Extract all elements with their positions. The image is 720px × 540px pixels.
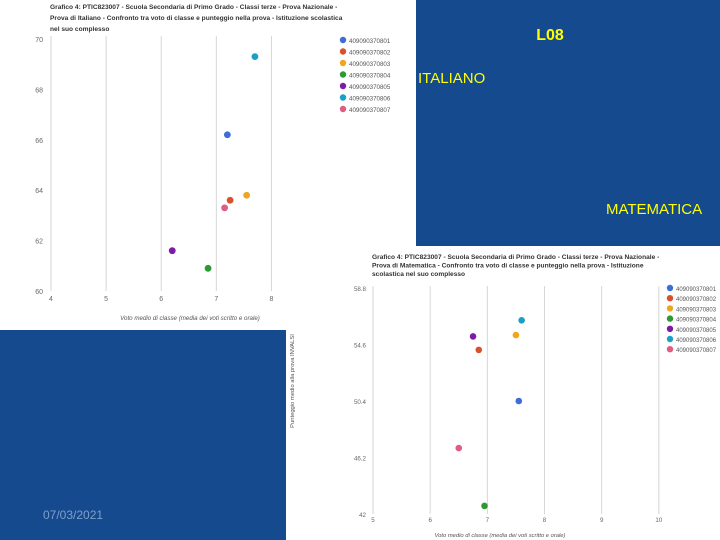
ita-legend-swatch	[339, 71, 347, 78]
ita-point-409090370803	[243, 191, 251, 199]
ita-point-409090370806	[251, 53, 259, 61]
ita-y-tick-label: 68	[35, 87, 43, 94]
ita-legend-label: 409090370801	[349, 38, 391, 45]
mat-legend-swatch	[666, 325, 674, 332]
ita-y-tick-label: 70	[35, 37, 43, 44]
ita-x-tick-label: 4	[49, 296, 53, 303]
mat-x-tick-label: 10	[655, 517, 662, 524]
ita-point-409090370801	[223, 131, 231, 139]
mat-x-tick-label: 5	[371, 517, 375, 524]
ita-legend-label: 409090370807	[349, 107, 391, 114]
ita-legend-label: 409090370803	[349, 61, 391, 68]
ita-title-line: Prova di Italiano - Confronto tra voto d…	[50, 15, 343, 22]
label-italiano: ITALIANO	[418, 70, 486, 87]
mat-point-409090370802	[475, 346, 483, 354]
ita-legend-swatch	[339, 59, 347, 67]
ita-point-409090370804	[204, 264, 212, 272]
mat-point-409090370805	[469, 333, 477, 340]
ita-legend-label: 409090370804	[349, 73, 391, 80]
ita-legend-swatch	[339, 48, 347, 55]
ita-title-line: nel suo complesso	[50, 26, 109, 33]
ita-legend-label: 409090370802	[349, 50, 391, 57]
mat-legend-swatch	[666, 295, 674, 302]
mat-legend-label: 409090370806	[676, 338, 717, 344]
ita-x-tick-label: 6	[159, 296, 163, 303]
mat-y-axis-label: Punteggio medio alla prova INVALSI	[290, 334, 296, 428]
mat-x-tick-label: 9	[600, 517, 604, 524]
ita-legend-swatch	[339, 82, 347, 90]
mat-legend-swatch	[666, 346, 674, 353]
ita-x-tick-label: 5	[104, 296, 108, 303]
mat-legend-swatch	[666, 335, 674, 343]
mat-x-axis-label: Voto medio di classe (media dei voti scr…	[435, 533, 566, 539]
mat-legend-label: 409090370802	[676, 297, 717, 303]
mat-x-tick-label: 6	[428, 517, 432, 524]
mat-x-tick-label: 7	[486, 517, 490, 524]
mat-point-409090370801	[515, 397, 523, 405]
ita-x-axis-label: Voto medio di classe (media dei voti scr…	[120, 315, 260, 322]
ita-y-tick-label: 66	[35, 138, 43, 145]
mat-point-409090370804	[481, 502, 488, 510]
slide-date: 07/03/2021	[43, 508, 104, 522]
mat-y-tick-label: 58.8	[354, 286, 367, 293]
mat-title-line: scolastica nel suo complesso	[372, 271, 465, 278]
mat-y-tick-label: 46.2	[354, 456, 367, 463]
slide-title: L08	[536, 27, 564, 44]
mat-title-line: Grafico 4: PTIC823007 - Scuola Secondari…	[372, 254, 659, 261]
ita-point-409090370802	[226, 196, 234, 204]
mat-point-409090370807	[455, 444, 463, 452]
ita-point-409090370807	[221, 204, 229, 212]
mat-y-tick-label: 54.6	[354, 343, 367, 350]
ita-point-409090370805	[168, 247, 176, 255]
ita-legend-label: 409090370806	[349, 96, 391, 103]
ita-y-tick-label: 62	[35, 239, 43, 246]
ita-y-tick-label: 64	[35, 188, 43, 195]
chart-matematica-svg: Grafico 4: PTIC823007 - Scuola Secondari…	[290, 254, 717, 539]
mat-y-tick-label: 42	[359, 512, 366, 519]
mat-legend-swatch	[666, 315, 674, 322]
mat-legend-swatch	[666, 305, 674, 312]
ita-x-tick-label: 7	[214, 296, 218, 303]
ita-legend-swatch	[339, 94, 347, 101]
chart-italiano: Grafico 4: PTIC823007 - Scuola Secondari…	[0, 0, 416, 330]
mat-point-409090370803	[512, 331, 520, 339]
ita-legend-label: 409090370805	[349, 84, 391, 91]
label-matematica: MATEMATICA	[606, 201, 703, 218]
ita-x-tick-label: 8	[269, 296, 273, 303]
mat-legend-label: 409090370807	[676, 348, 717, 354]
mat-x-tick-label: 8	[543, 517, 547, 524]
mat-legend-label: 409090370805	[676, 328, 717, 334]
mat-y-tick-label: 50.4	[354, 399, 367, 406]
mat-title-line: Prova di Matematica - Confronto tra voto…	[372, 262, 644, 269]
ita-title-line: Grafico 4: PTIC823007 - Scuola Secondari…	[50, 4, 337, 11]
chart-matematica: Grafico 4: PTIC823007 - Scuola Secondari…	[286, 246, 720, 540]
ita-legend-swatch	[339, 36, 347, 44]
mat-legend-label: 409090370803	[676, 307, 717, 313]
chart-italiano-svg: Grafico 4: PTIC823007 - Scuola Secondari…	[35, 4, 391, 322]
ita-y-tick-label: 60	[35, 289, 43, 296]
mat-point-409090370806	[518, 316, 525, 324]
mat-legend-swatch	[666, 284, 674, 292]
ita-legend-swatch	[339, 105, 347, 113]
mat-legend-label: 409090370801	[676, 287, 717, 293]
mat-legend-label: 409090370804	[676, 318, 717, 324]
